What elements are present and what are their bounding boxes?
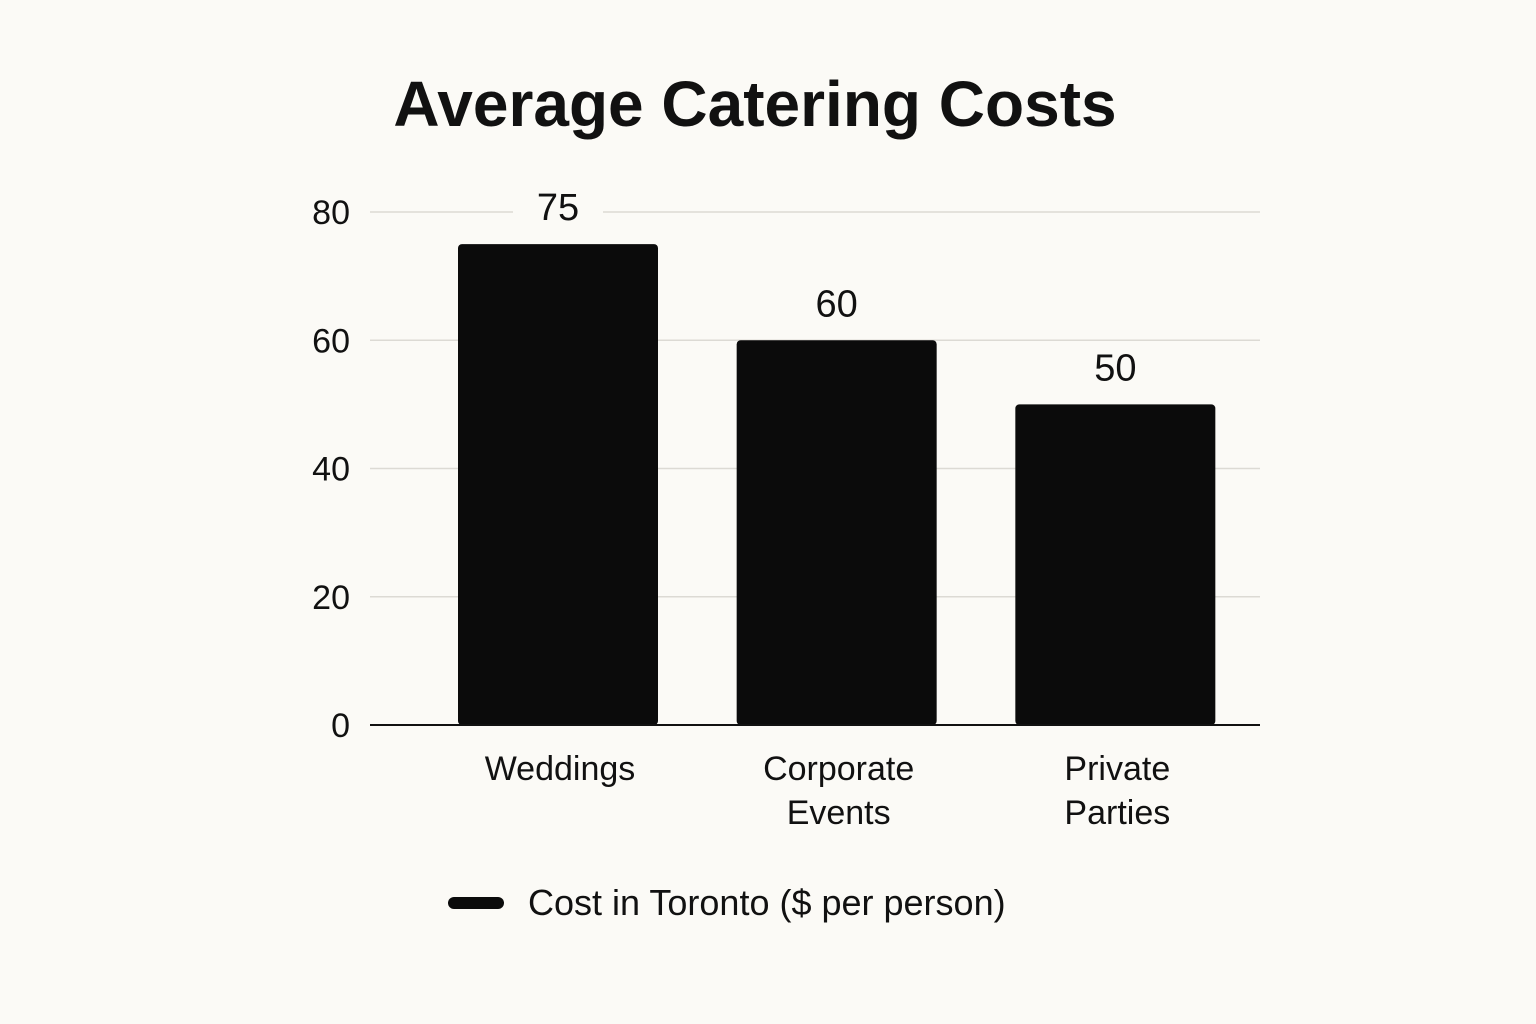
data-label-background bbox=[1070, 342, 1161, 387]
chart-title: Average Catering Costs bbox=[393, 68, 1116, 140]
y-axis-ticks: 0 20 40 60 80 bbox=[312, 194, 350, 745]
bar bbox=[458, 244, 658, 725]
bar bbox=[736, 340, 937, 725]
bars: 75 60 50 bbox=[458, 182, 1216, 725]
y-tick-label: 20 bbox=[312, 579, 350, 617]
x-tick-label: Parties bbox=[1064, 794, 1170, 832]
legend-label: Cost in Toronto ($ per person) bbox=[528, 882, 1006, 923]
y-tick-label: 40 bbox=[312, 451, 350, 489]
data-label-background bbox=[791, 278, 882, 323]
y-tick-label: 60 bbox=[312, 322, 350, 360]
legend: Cost in Toronto ($ per person) bbox=[448, 882, 1006, 923]
x-tick-label: Corporate bbox=[763, 750, 914, 788]
x-tick-label: Weddings bbox=[485, 750, 636, 788]
data-label: 50 bbox=[1094, 347, 1136, 389]
data-label: 60 bbox=[816, 283, 858, 325]
y-tick-label: 0 bbox=[331, 707, 350, 745]
data-label: 75 bbox=[537, 187, 579, 229]
data-label-background bbox=[513, 182, 603, 227]
x-tick-label: Events bbox=[787, 794, 891, 832]
x-tick-label: Private bbox=[1064, 750, 1170, 788]
x-axis-ticks: Weddings Corporate Events Private Parties bbox=[485, 750, 1171, 832]
y-tick-label: 80 bbox=[312, 194, 350, 232]
bar bbox=[1015, 404, 1216, 725]
